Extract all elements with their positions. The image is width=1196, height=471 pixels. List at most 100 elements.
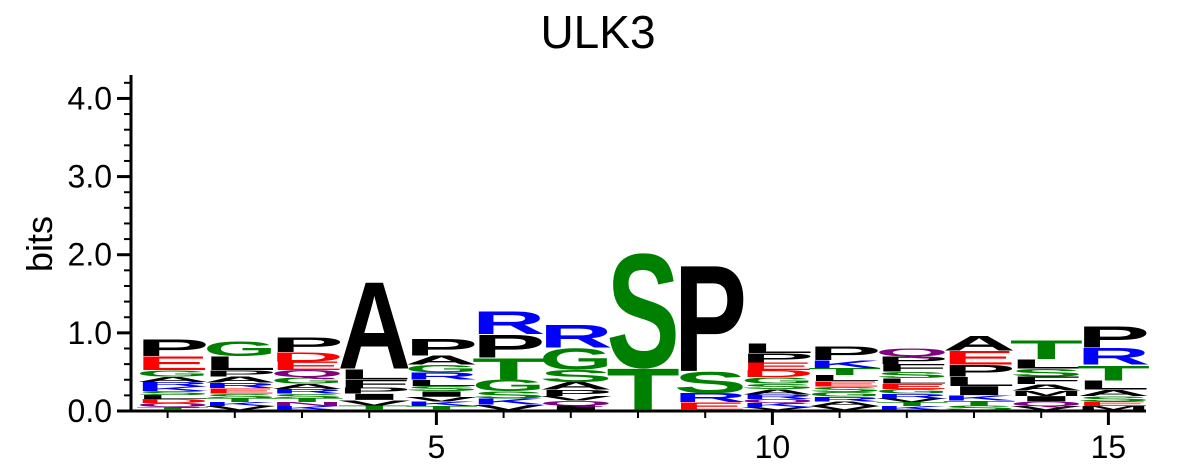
residue-V: V (405, 396, 478, 403)
residue-T: T (472, 352, 545, 386)
residue-Q: Q (270, 368, 343, 379)
residue-P: P (405, 334, 478, 361)
residue-L: L (741, 340, 814, 356)
residue-T: T (338, 404, 411, 411)
residue-L: L (875, 377, 948, 385)
residue-N: N (270, 401, 343, 407)
residue-R: R (472, 305, 545, 341)
residue-L: L (942, 374, 1015, 388)
residue-G: G (741, 376, 814, 386)
residue-S: S (539, 366, 612, 385)
residue-A: A (405, 353, 478, 368)
residue-A: A (136, 375, 209, 383)
residue-T: T (405, 405, 478, 411)
residue-R: R (270, 388, 343, 395)
residue-S: S (472, 389, 545, 400)
residue-R: R (875, 392, 948, 399)
residue-L: L (1010, 357, 1083, 371)
residue-K: K (808, 358, 881, 370)
residue-S: S (741, 382, 814, 391)
residue-F: F (875, 362, 948, 374)
residue-P: P (338, 386, 411, 396)
residue-F: F (338, 378, 411, 390)
residue-T: T (808, 366, 881, 377)
residue-S: S (808, 385, 881, 394)
residue-K: K (472, 397, 545, 407)
x-tick-label: 15 (1091, 429, 1127, 465)
residue-D: D (136, 398, 209, 404)
residue-A: A (539, 380, 612, 392)
residue-P: P (674, 235, 747, 404)
residue-V: V (741, 406, 814, 411)
residue-G: G (472, 377, 545, 395)
residue-T: T (875, 401, 948, 407)
residue-M: M (1077, 405, 1150, 411)
position-stack-8: TS (606, 221, 679, 424)
y-tick-label: 1.0 (68, 315, 112, 351)
residue-R: R (136, 381, 209, 388)
residue-E: E (942, 347, 1015, 369)
residue-G: G (136, 369, 209, 379)
residue-Q: Q (741, 398, 814, 404)
residue-K: K (405, 400, 478, 407)
residue-I: I (1010, 395, 1083, 403)
residue-P: P (1077, 320, 1150, 354)
residue-E: E (1077, 400, 1150, 407)
residue-D: D (741, 369, 814, 380)
residue-R: R (808, 396, 881, 403)
y-tick-label: 0.0 (68, 393, 112, 429)
residue-K: K (270, 405, 343, 411)
residue-S: S (1010, 367, 1083, 379)
residue-G: G (875, 388, 948, 395)
residue-R: R (405, 371, 478, 382)
residue-V: V (472, 403, 545, 411)
residue-L: L (808, 373, 881, 383)
residue-V: V (1010, 405, 1083, 411)
residue-Q: Q (539, 399, 612, 406)
logo-stacks: TQDLSKRAGEPVKTSERAPLGKNTSRAGQEDPTVIPFLAT… (136, 221, 1150, 424)
residue-V: V (808, 405, 881, 411)
residue-G: G (808, 391, 881, 398)
residue-L: L (203, 353, 276, 375)
residue-R: R (741, 393, 814, 400)
residue-I: I (942, 383, 1015, 398)
residue-I: I (338, 392, 411, 402)
residue-S: S (942, 404, 1015, 411)
y-tick-label: 4.0 (68, 80, 112, 116)
y-axis-label: bits (19, 216, 60, 272)
residue-R: R (203, 381, 276, 389)
residue-T: T (203, 397, 276, 403)
residue-E: E (808, 380, 881, 389)
y-tick-label: 3.0 (68, 159, 112, 195)
residue-E: E (674, 400, 747, 412)
residue-A: A (808, 400, 881, 407)
residue-K: K (136, 385, 209, 392)
residue-T: T (1077, 361, 1150, 385)
residue-E: E (875, 382, 948, 391)
y-tick-label: 2.0 (68, 237, 112, 273)
residue-P: P (741, 351, 814, 366)
residue-A: A (203, 375, 276, 385)
residue-S: S (270, 392, 343, 399)
residue-A: A (1010, 383, 1083, 393)
residue-G: G (539, 342, 612, 376)
residue-K: K (203, 401, 276, 407)
residue-S: S (674, 366, 747, 400)
residue-S: S (136, 390, 209, 396)
residue-G: G (203, 336, 276, 360)
residue-G: G (270, 376, 343, 386)
residue-L: L (1077, 378, 1150, 392)
axes: 0.0 1.0 2.0 3.0 4.0 5 10 15 (68, 75, 1146, 465)
residue-R: R (539, 319, 612, 355)
residue-E: E (270, 359, 343, 372)
